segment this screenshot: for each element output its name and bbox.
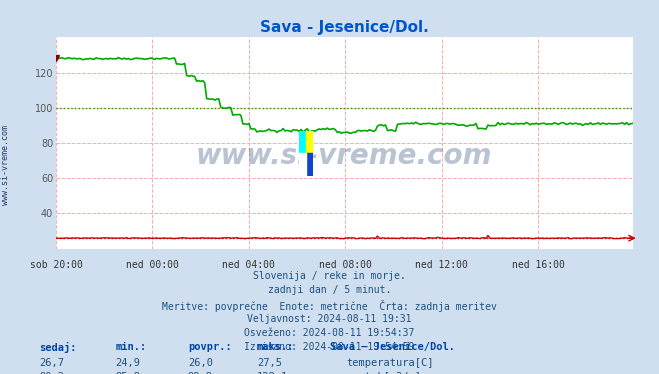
- Text: 99,8: 99,8: [188, 372, 213, 374]
- Text: www.si-vreme.com: www.si-vreme.com: [196, 142, 492, 170]
- Text: ned 08:00: ned 08:00: [319, 260, 372, 270]
- Text: temperatura[C]: temperatura[C]: [346, 358, 434, 368]
- Text: povpr.:: povpr.:: [188, 342, 231, 352]
- Text: sedaj:: sedaj:: [40, 342, 77, 353]
- Text: www.si-vreme.com: www.si-vreme.com: [1, 125, 10, 205]
- Text: 128,1: 128,1: [257, 372, 288, 374]
- Text: Slovenija / reke in morje.: Slovenija / reke in morje.: [253, 271, 406, 281]
- Text: maks.:: maks.:: [257, 342, 295, 352]
- Text: Izrisano: 2024-08-11 19:54:59: Izrisano: 2024-08-11 19:54:59: [244, 342, 415, 352]
- Text: Osveženo: 2024-08-11 19:54:37: Osveženo: 2024-08-11 19:54:37: [244, 328, 415, 338]
- Text: 90,2: 90,2: [40, 372, 65, 374]
- Text: sob 20:00: sob 20:00: [30, 260, 82, 270]
- Text: zadnji dan / 5 minut.: zadnji dan / 5 minut.: [268, 285, 391, 295]
- Text: 26,7: 26,7: [40, 358, 65, 368]
- Text: Veljavnost: 2024-08-11 19:31: Veljavnost: 2024-08-11 19:31: [247, 314, 412, 324]
- Text: 24,9: 24,9: [115, 358, 140, 368]
- Bar: [299, 131, 306, 153]
- Bar: [306, 131, 313, 153]
- Bar: [306, 153, 313, 176]
- Text: Sava – Jesenice/Dol.: Sava – Jesenice/Dol.: [330, 342, 455, 352]
- Text: 27,5: 27,5: [257, 358, 282, 368]
- Text: Meritve: povprečne  Enote: metrične  Črta: zadnja meritev: Meritve: povprečne Enote: metrične Črta:…: [162, 300, 497, 312]
- Text: ned 16:00: ned 16:00: [512, 260, 565, 270]
- Bar: [299, 153, 306, 176]
- Text: ned 04:00: ned 04:00: [223, 260, 275, 270]
- Text: pretok[m3/s]: pretok[m3/s]: [346, 372, 421, 374]
- Title: Sava - Jesenice/Dol.: Sava - Jesenice/Dol.: [260, 20, 429, 35]
- Text: 85,8: 85,8: [115, 372, 140, 374]
- Text: ned 00:00: ned 00:00: [126, 260, 179, 270]
- Text: 26,0: 26,0: [188, 358, 213, 368]
- Text: ned 12:00: ned 12:00: [415, 260, 468, 270]
- Text: min.:: min.:: [115, 342, 146, 352]
